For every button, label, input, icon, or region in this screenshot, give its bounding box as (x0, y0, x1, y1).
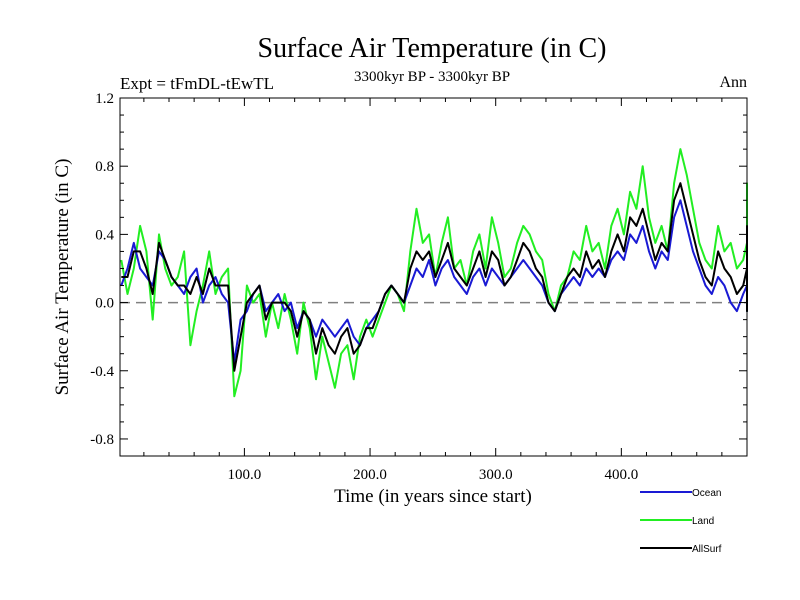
y-tick-label: -0.4 (90, 364, 114, 380)
y-axis-label: Surface Air Temperature (in C) (52, 159, 73, 396)
y-tick-label: -0.8 (90, 432, 114, 448)
x-tick-label: 100.0 (228, 467, 262, 483)
experiment-label: Expt = tFmDL-tEwTL (120, 74, 274, 93)
ticks-layer (120, 97, 747, 456)
season-label: Ann (719, 74, 747, 91)
series-line-ocean (120, 199, 748, 364)
y-tick-label: 0.8 (95, 159, 114, 175)
legend-label-land: Land (692, 516, 714, 527)
y-tick-label: 0.4 (95, 227, 114, 243)
legend: Ocean Land AllSurf (640, 488, 722, 555)
legend-label-allsurf: AllSurf (692, 544, 722, 555)
chart-title: Surface Air Temperature (in C) (258, 33, 607, 64)
x-tick-label: 300.0 (479, 467, 513, 483)
x-axis-label: Time (in years since start) (334, 486, 532, 507)
chart-subtitle: 3300kyr BP - 3300kyr BP (354, 69, 510, 85)
y-tick-label: 1.2 (95, 91, 114, 107)
series-layer (120, 148, 748, 398)
legend-label-ocean: Ocean (692, 488, 721, 499)
x-tick-label: 200.0 (353, 467, 387, 483)
x-tick-label: 400.0 (604, 467, 638, 483)
tick-labels-layer: 100.0 200.0 300.0 400.0 -0.8 -0.4 0.0 0.4 0.8 1.2 (90, 91, 638, 483)
plot-frame (119, 97, 748, 457)
y-tick-label: 0.0 (95, 296, 114, 312)
